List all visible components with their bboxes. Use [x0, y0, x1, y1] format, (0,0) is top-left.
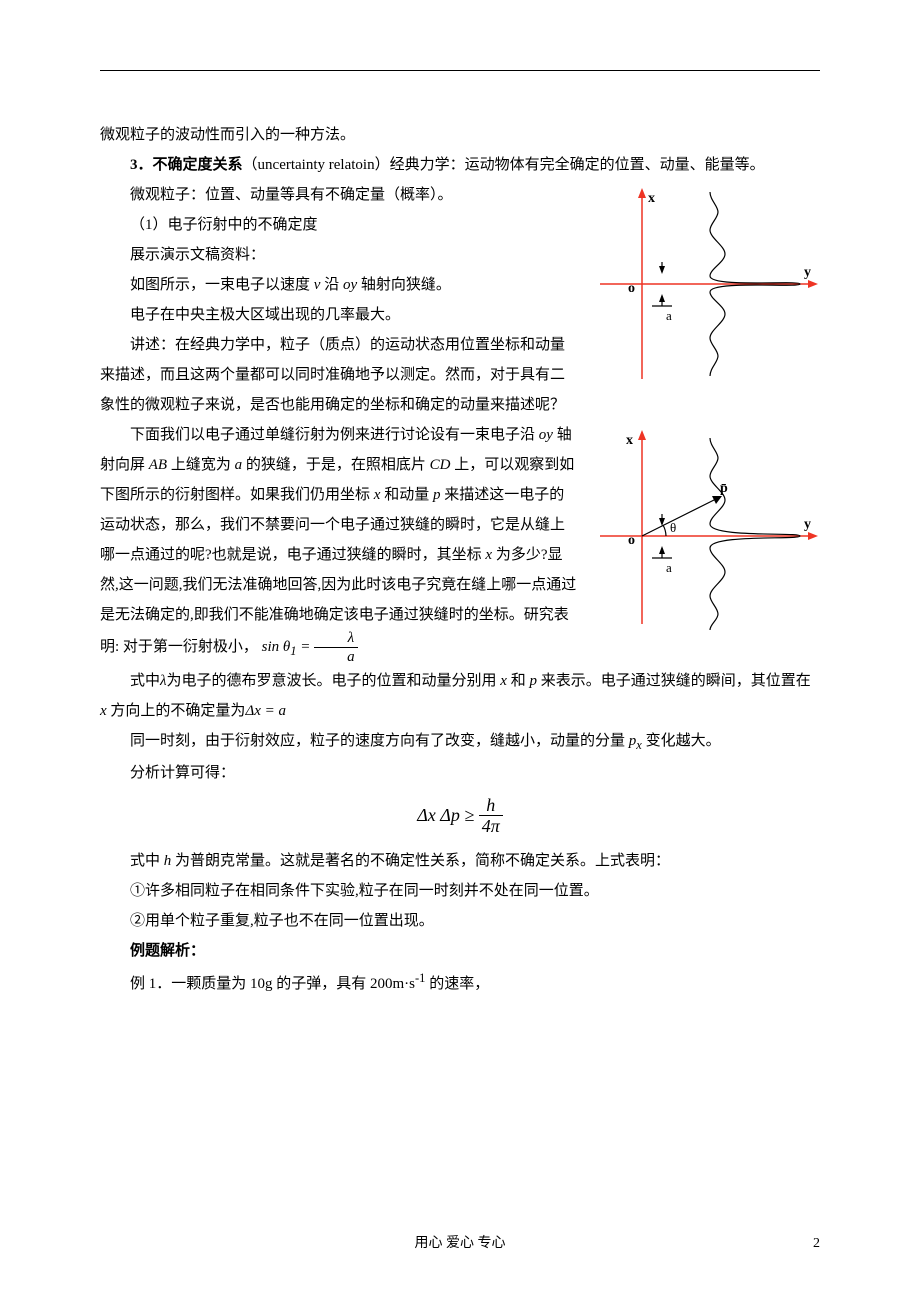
fig2-a-label: a — [666, 560, 672, 575]
intro-line: 微观粒子的波动性而引入的一种方法。 — [100, 120, 820, 150]
fig2-y-label: y — [804, 517, 811, 532]
fig2-x-label: x — [626, 433, 633, 448]
figure-2: x y o a p̄ θ — [590, 424, 820, 645]
diffraction-figure-1: x y o a — [590, 184, 820, 384]
section-3: 3．不确定度关系（uncertainty relatoin）经典力学：运动物体有… — [100, 150, 820, 180]
fig2-p-label: p̄ — [720, 481, 728, 496]
point-2: ②用单个粒子重复,粒子也不在同一位置出现。 — [100, 906, 820, 936]
fig1-o-label: o — [628, 281, 635, 296]
top-rule — [100, 70, 820, 71]
eq-sin-theta: sin θ1 = λa — [262, 639, 358, 655]
diffraction-figure-2: x y o a p̄ θ — [590, 424, 820, 634]
fig1-x-label: x — [648, 191, 655, 206]
fig1-a-label: a — [666, 308, 672, 323]
calc-intro: 分析计算可得： — [100, 758, 820, 788]
examples-header: 例题解析： — [100, 936, 820, 966]
fig2-theta-label: θ — [670, 520, 676, 535]
planck-line: 式中 h 为普朗克常量。这就是著名的不确定性关系，简称不确定关系。上式表明： — [100, 846, 820, 876]
sec3-num: 3． — [130, 157, 153, 173]
sec3-rest: （uncertainty relatoin）经典力学：运动物体有完全确定的位置、… — [243, 157, 765, 173]
momentum-change: 同一时刻，由于衍射效应，粒子的速度方向有了改变，缝越小，动量的分量 px 变化越… — [100, 726, 820, 758]
example-1: 例 1．一颗质量为 10g 的子弹，具有 200m·s-1 的速率， — [100, 966, 820, 999]
footer-motto: 用心 爱心 专心 — [0, 1232, 920, 1252]
page-number: 2 — [813, 1236, 820, 1252]
point-1: ①许多相同粒子在相同条件下实验,粒子在同一时刻并不处在同一位置。 — [100, 876, 820, 906]
debroglie: 式中λ为电子的德布罗意波长。电子的位置和动量分别用 x 和 p 来表示。电子通过… — [100, 666, 820, 726]
figure-1: x y o a — [590, 184, 820, 395]
long-discussion: 下面我们以电子通过单缝衍射为例来进行讨论设有一束电子沿 oy 轴射向屏 AB 上… — [100, 420, 578, 666]
page-content: 微观粒子的波动性而引入的一种方法。 3．不确定度关系（uncertainty r… — [100, 120, 820, 999]
sec3-title: 不确定度关系 — [153, 157, 243, 173]
fig2-o-label: o — [628, 533, 635, 548]
fig1-y-label: y — [804, 265, 811, 280]
uncertainty-eq: Δx Δp ≥ h4π — [100, 796, 820, 838]
